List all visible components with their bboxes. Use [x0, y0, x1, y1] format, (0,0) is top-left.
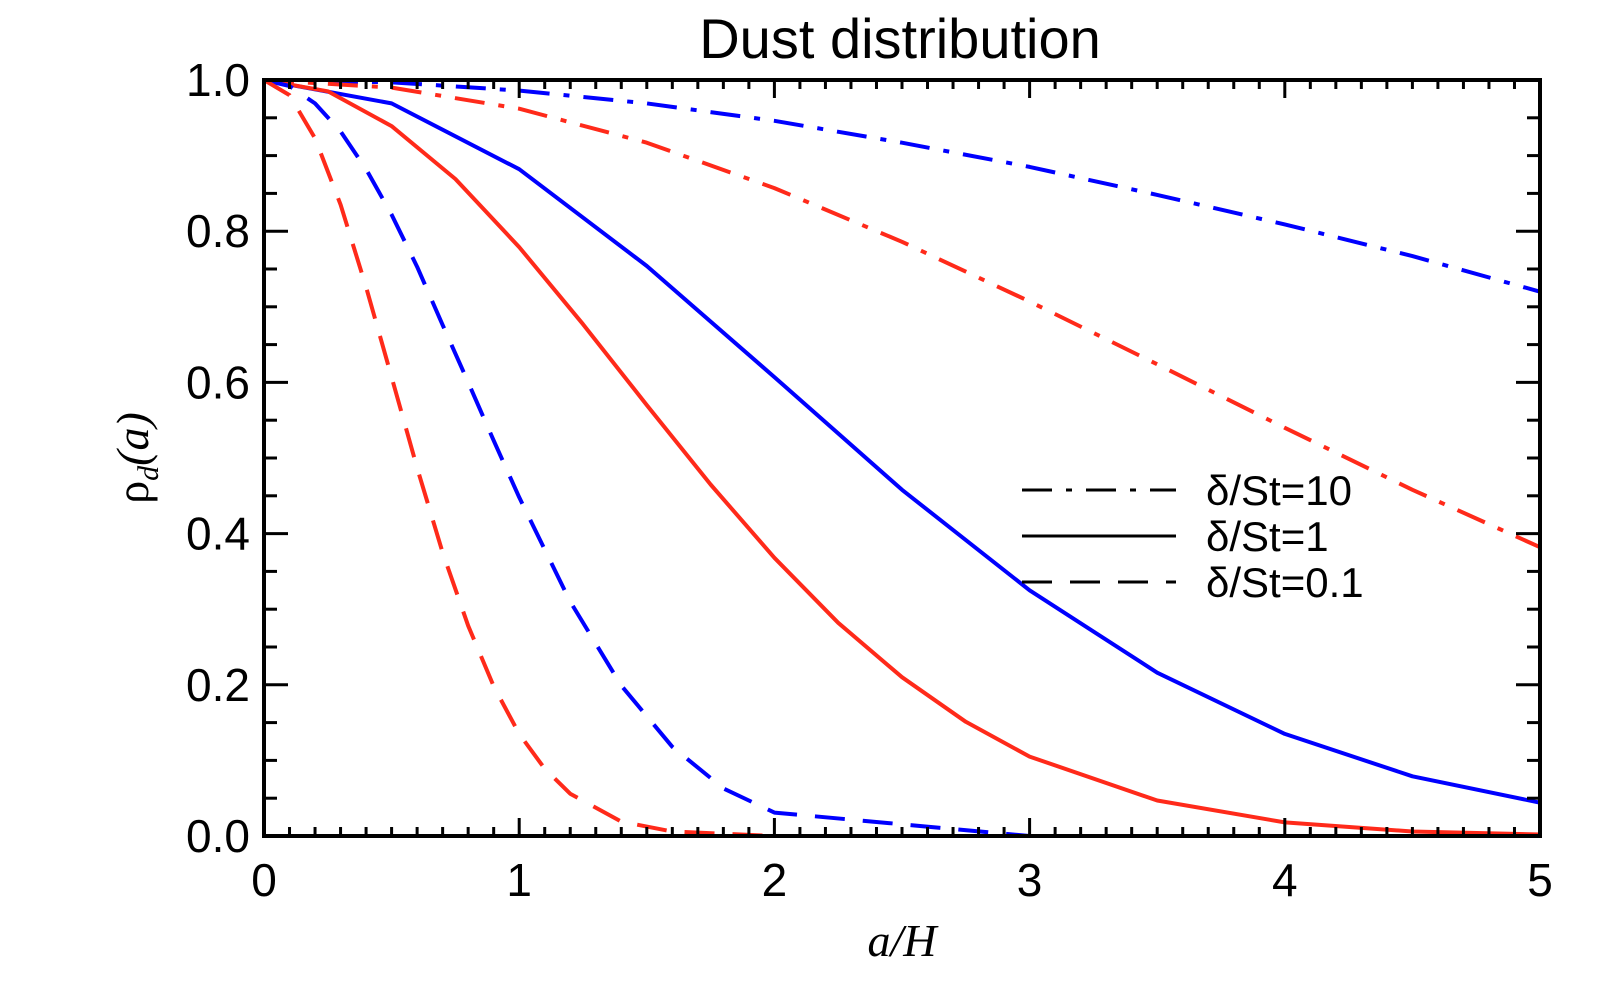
- chart-title: Dust distribution: [699, 7, 1101, 70]
- legend-label: δ/St=1: [1206, 513, 1329, 560]
- plot-area: [262, 78, 1541, 838]
- y-tick-label: 0.4: [186, 508, 250, 560]
- tick-labels: 0 1 2 3 4 5 0.0 0.2 0.4 0.6 0.8 1.0: [186, 54, 1553, 906]
- y-axis-label: ρd(a): [107, 412, 165, 504]
- y-axis-label-arg: (a): [107, 412, 158, 466]
- series-line-red-solid: [263, 78, 1541, 837]
- series-line-blue-dashed: [263, 78, 1540, 838]
- x-tick-label: 4: [1272, 854, 1298, 906]
- series-line-blue-dashdot: [263, 78, 1541, 294]
- legend-label: δ/St=10: [1206, 467, 1352, 514]
- x-axis-label: a/H: [868, 915, 940, 966]
- series-line-red-dashdot: [263, 78, 1541, 550]
- legend: δ/St=10δ/St=1δ/St=0.1: [1022, 467, 1364, 606]
- y-tick-label: 1.0: [186, 54, 250, 106]
- y-axis-label-base: ρ: [107, 481, 158, 504]
- axis-ticks: [262, 78, 1542, 838]
- series-line-red-dashed: [262, 78, 1540, 838]
- y-tick-label: 0.0: [186, 810, 250, 862]
- y-tick-label: 0.8: [186, 205, 250, 257]
- y-tick-label: 0.6: [186, 356, 250, 408]
- y-axis-label-sub: d: [132, 465, 165, 481]
- legend-label: δ/St=0.1: [1206, 559, 1364, 606]
- svg-text:ρd(a): ρd(a): [107, 412, 165, 504]
- x-tick-label: 1: [506, 854, 532, 906]
- y-tick-label: 0.2: [186, 659, 250, 711]
- x-tick-label: 2: [762, 854, 788, 906]
- x-tick-label: 0: [251, 854, 277, 906]
- x-tick-label: 5: [1527, 854, 1553, 906]
- series-line-blue-solid: [263, 78, 1541, 805]
- x-tick-label: 3: [1017, 854, 1043, 906]
